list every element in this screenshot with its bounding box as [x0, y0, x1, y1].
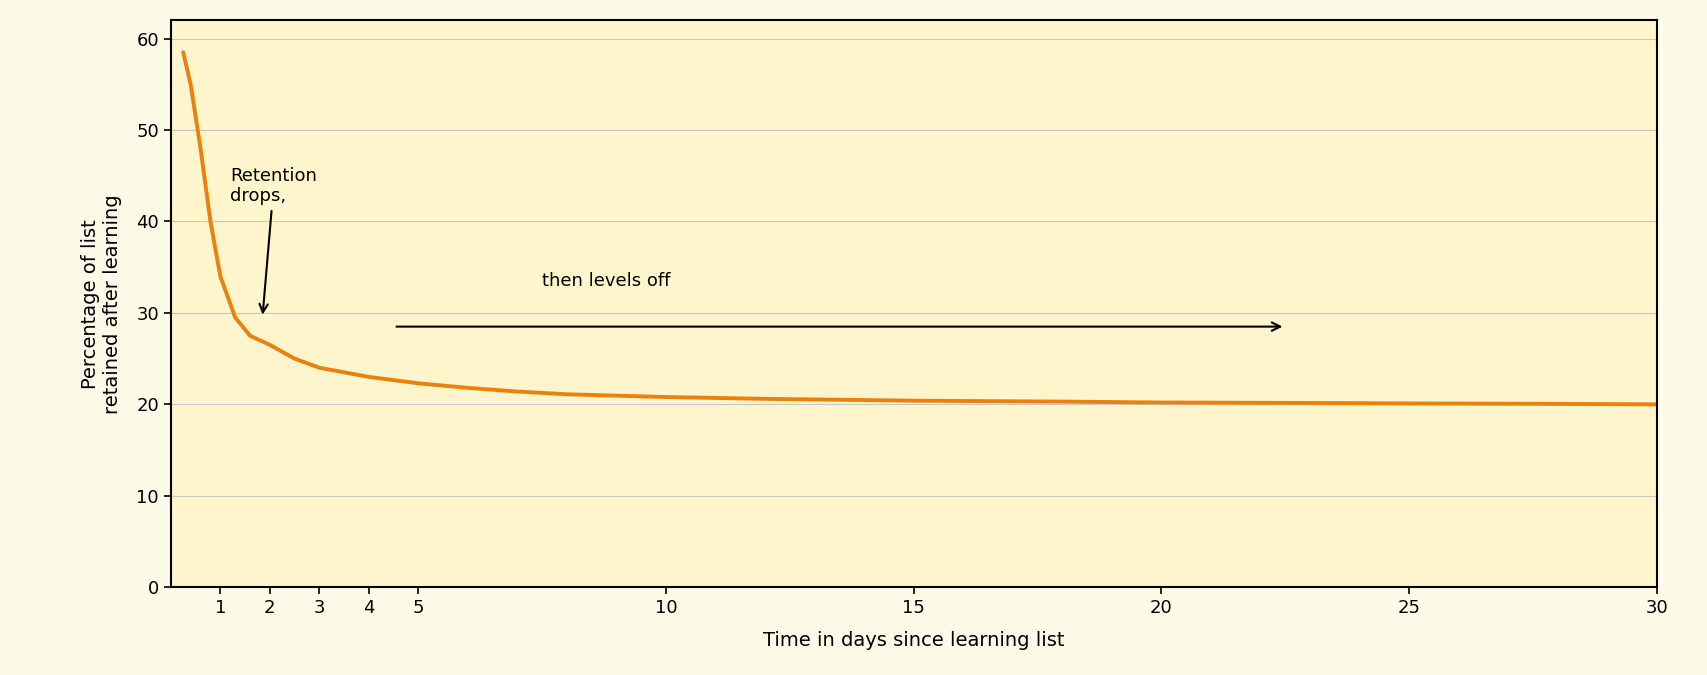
X-axis label: Time in days since learning list: Time in days since learning list: [763, 631, 1063, 650]
Text: Retention
drops,: Retention drops,: [230, 167, 318, 313]
Y-axis label: Percentage of list
retained after learning: Percentage of list retained after learni…: [82, 194, 123, 414]
Text: then levels off: then levels off: [543, 272, 671, 290]
